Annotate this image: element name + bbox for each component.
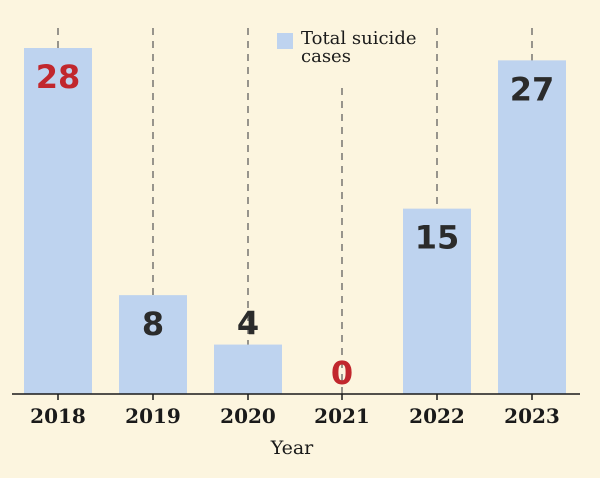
x-tick-label: 2022 [409, 404, 465, 428]
bar-2023 [498, 60, 566, 394]
data-label: 0 [331, 354, 353, 392]
x-tick-label: 2018 [30, 404, 86, 428]
legend-swatch [277, 33, 293, 49]
x-tick-label: 2019 [125, 404, 181, 428]
x-tick-label: 2023 [504, 404, 560, 428]
bar-2019 [119, 295, 187, 394]
legend-label: Total suicide cases [301, 28, 417, 67]
data-label: 15 [415, 219, 460, 257]
legend: Total suicide cases [277, 30, 451, 66]
bar-2018 [24, 48, 92, 394]
bar-2020 [214, 344, 282, 394]
x-tick-label: 2021 [314, 404, 370, 428]
data-label: 27 [510, 70, 555, 108]
data-label: 8 [142, 305, 164, 343]
x-axis-title: Year [270, 437, 314, 459]
bar-2022 [403, 208, 471, 394]
data-label: 28 [36, 58, 81, 96]
x-tick-label: 2020 [220, 404, 276, 428]
data-label: 4 [237, 305, 259, 343]
